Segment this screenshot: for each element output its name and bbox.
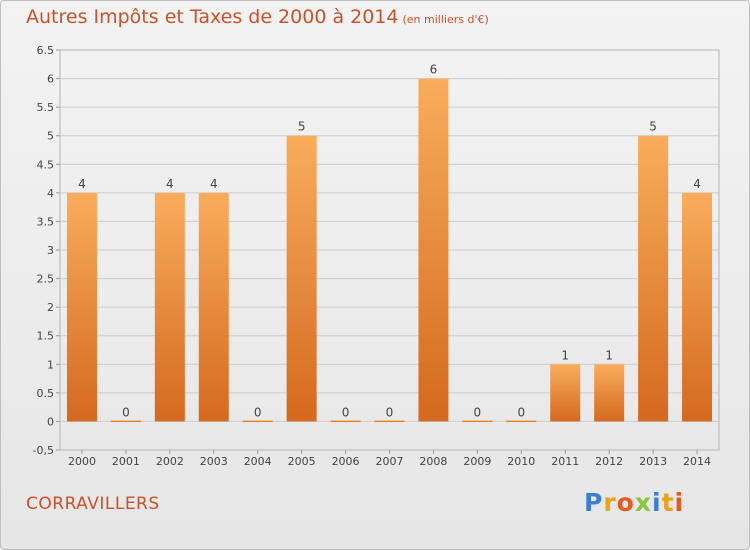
- y-tick-label: 5.5: [37, 101, 55, 114]
- logo-letter: i: [674, 488, 685, 517]
- y-tick-label: 0.5: [37, 387, 55, 400]
- logo-letter: P: [584, 488, 604, 517]
- x-tick-label: 2011: [551, 455, 579, 468]
- bar: [110, 420, 141, 423]
- bar: [418, 78, 449, 422]
- x-tick-label: 2010: [507, 455, 535, 468]
- bar: [682, 192, 713, 422]
- bar: [550, 364, 581, 422]
- data-label: 0: [386, 405, 394, 419]
- x-tick-label: 2012: [595, 455, 623, 468]
- data-label: 5: [649, 120, 657, 134]
- bar: [374, 420, 405, 423]
- x-tick-label: 2006: [332, 455, 360, 468]
- data-label: 0: [122, 405, 130, 419]
- x-tick-label: 2000: [68, 455, 96, 468]
- title-text: Autres Impôts et Taxes de 2000 à 2014: [26, 6, 399, 28]
- title-unit: (en milliers d'€): [402, 13, 489, 26]
- data-label: 5: [298, 120, 306, 134]
- data-label: 4: [693, 177, 701, 191]
- y-tick-label: 3.5: [37, 215, 55, 228]
- y-tick-label: 5: [47, 130, 54, 143]
- bar: [506, 420, 537, 423]
- y-tick-label: 6.5: [37, 44, 55, 57]
- x-tick-label: 2004: [244, 455, 272, 468]
- bar: [594, 364, 625, 422]
- town-name: CORRAVILLERS: [26, 494, 160, 514]
- y-tick-label: 2.5: [37, 273, 55, 286]
- bar: [330, 420, 361, 423]
- bar-layer: [66, 78, 713, 423]
- data-label: 0: [517, 405, 525, 419]
- logo-letter: i: [652, 488, 662, 517]
- x-tick-label: 2002: [156, 455, 184, 468]
- y-tick-label: 0: [47, 415, 54, 428]
- data-label: 4: [78, 177, 86, 191]
- data-label: 1: [605, 348, 613, 362]
- logo-letter: o: [616, 488, 635, 517]
- x-tick-label: 2014: [683, 455, 711, 468]
- data-label: 0: [474, 405, 482, 419]
- x-tick-label: 2013: [639, 455, 667, 468]
- y-tick-label: 4: [47, 187, 54, 200]
- bar: [638, 135, 669, 422]
- data-label: 4: [210, 177, 218, 191]
- chart-title: Autres Impôts et Taxes de 2000 à 2014 (en…: [26, 6, 489, 28]
- x-tick-label: 2003: [200, 455, 228, 468]
- y-tick-label: 3: [47, 244, 54, 257]
- axis-layer: -0,5 0 0.5 1 1.5 2 2.5 3 3.5 4 4.5 5 5.5 6 6.5 2000 2001…: [33, 44, 720, 468]
- y-tick-label: 1.5: [37, 330, 55, 343]
- logo-letter: x: [634, 488, 652, 517]
- data-label: 0: [342, 405, 350, 419]
- data-label: 1: [561, 348, 569, 362]
- x-tick-label: 2005: [288, 455, 316, 468]
- x-tick-label: 2008: [419, 455, 447, 468]
- proxiti-logo: Proxiti: [584, 488, 684, 517]
- bar: [462, 420, 493, 423]
- bar: [154, 192, 185, 422]
- y-tick-label: 4.5: [37, 158, 55, 171]
- y-tick-label: 1: [47, 358, 54, 371]
- x-tick-label: 2007: [376, 455, 404, 468]
- bar: [242, 420, 273, 423]
- bar: [198, 192, 229, 422]
- logo-letter: t: [661, 488, 675, 517]
- bar: [286, 135, 317, 422]
- data-label: 6: [430, 63, 438, 77]
- data-label: 0: [254, 405, 262, 419]
- label-layer: 4 0 4 4 0 5 0 0 6 0 0 1 1 5 4: [78, 63, 701, 420]
- y-tick-label: 6: [47, 73, 54, 86]
- y-tick-label: 2: [47, 301, 54, 314]
- logo-letter: r: [603, 488, 617, 517]
- bar: [66, 192, 97, 422]
- x-tick-label: 2001: [112, 455, 140, 468]
- data-label: 4: [166, 177, 174, 191]
- y-tick-label: -0,5: [33, 444, 54, 457]
- x-tick-label: 2009: [463, 455, 491, 468]
